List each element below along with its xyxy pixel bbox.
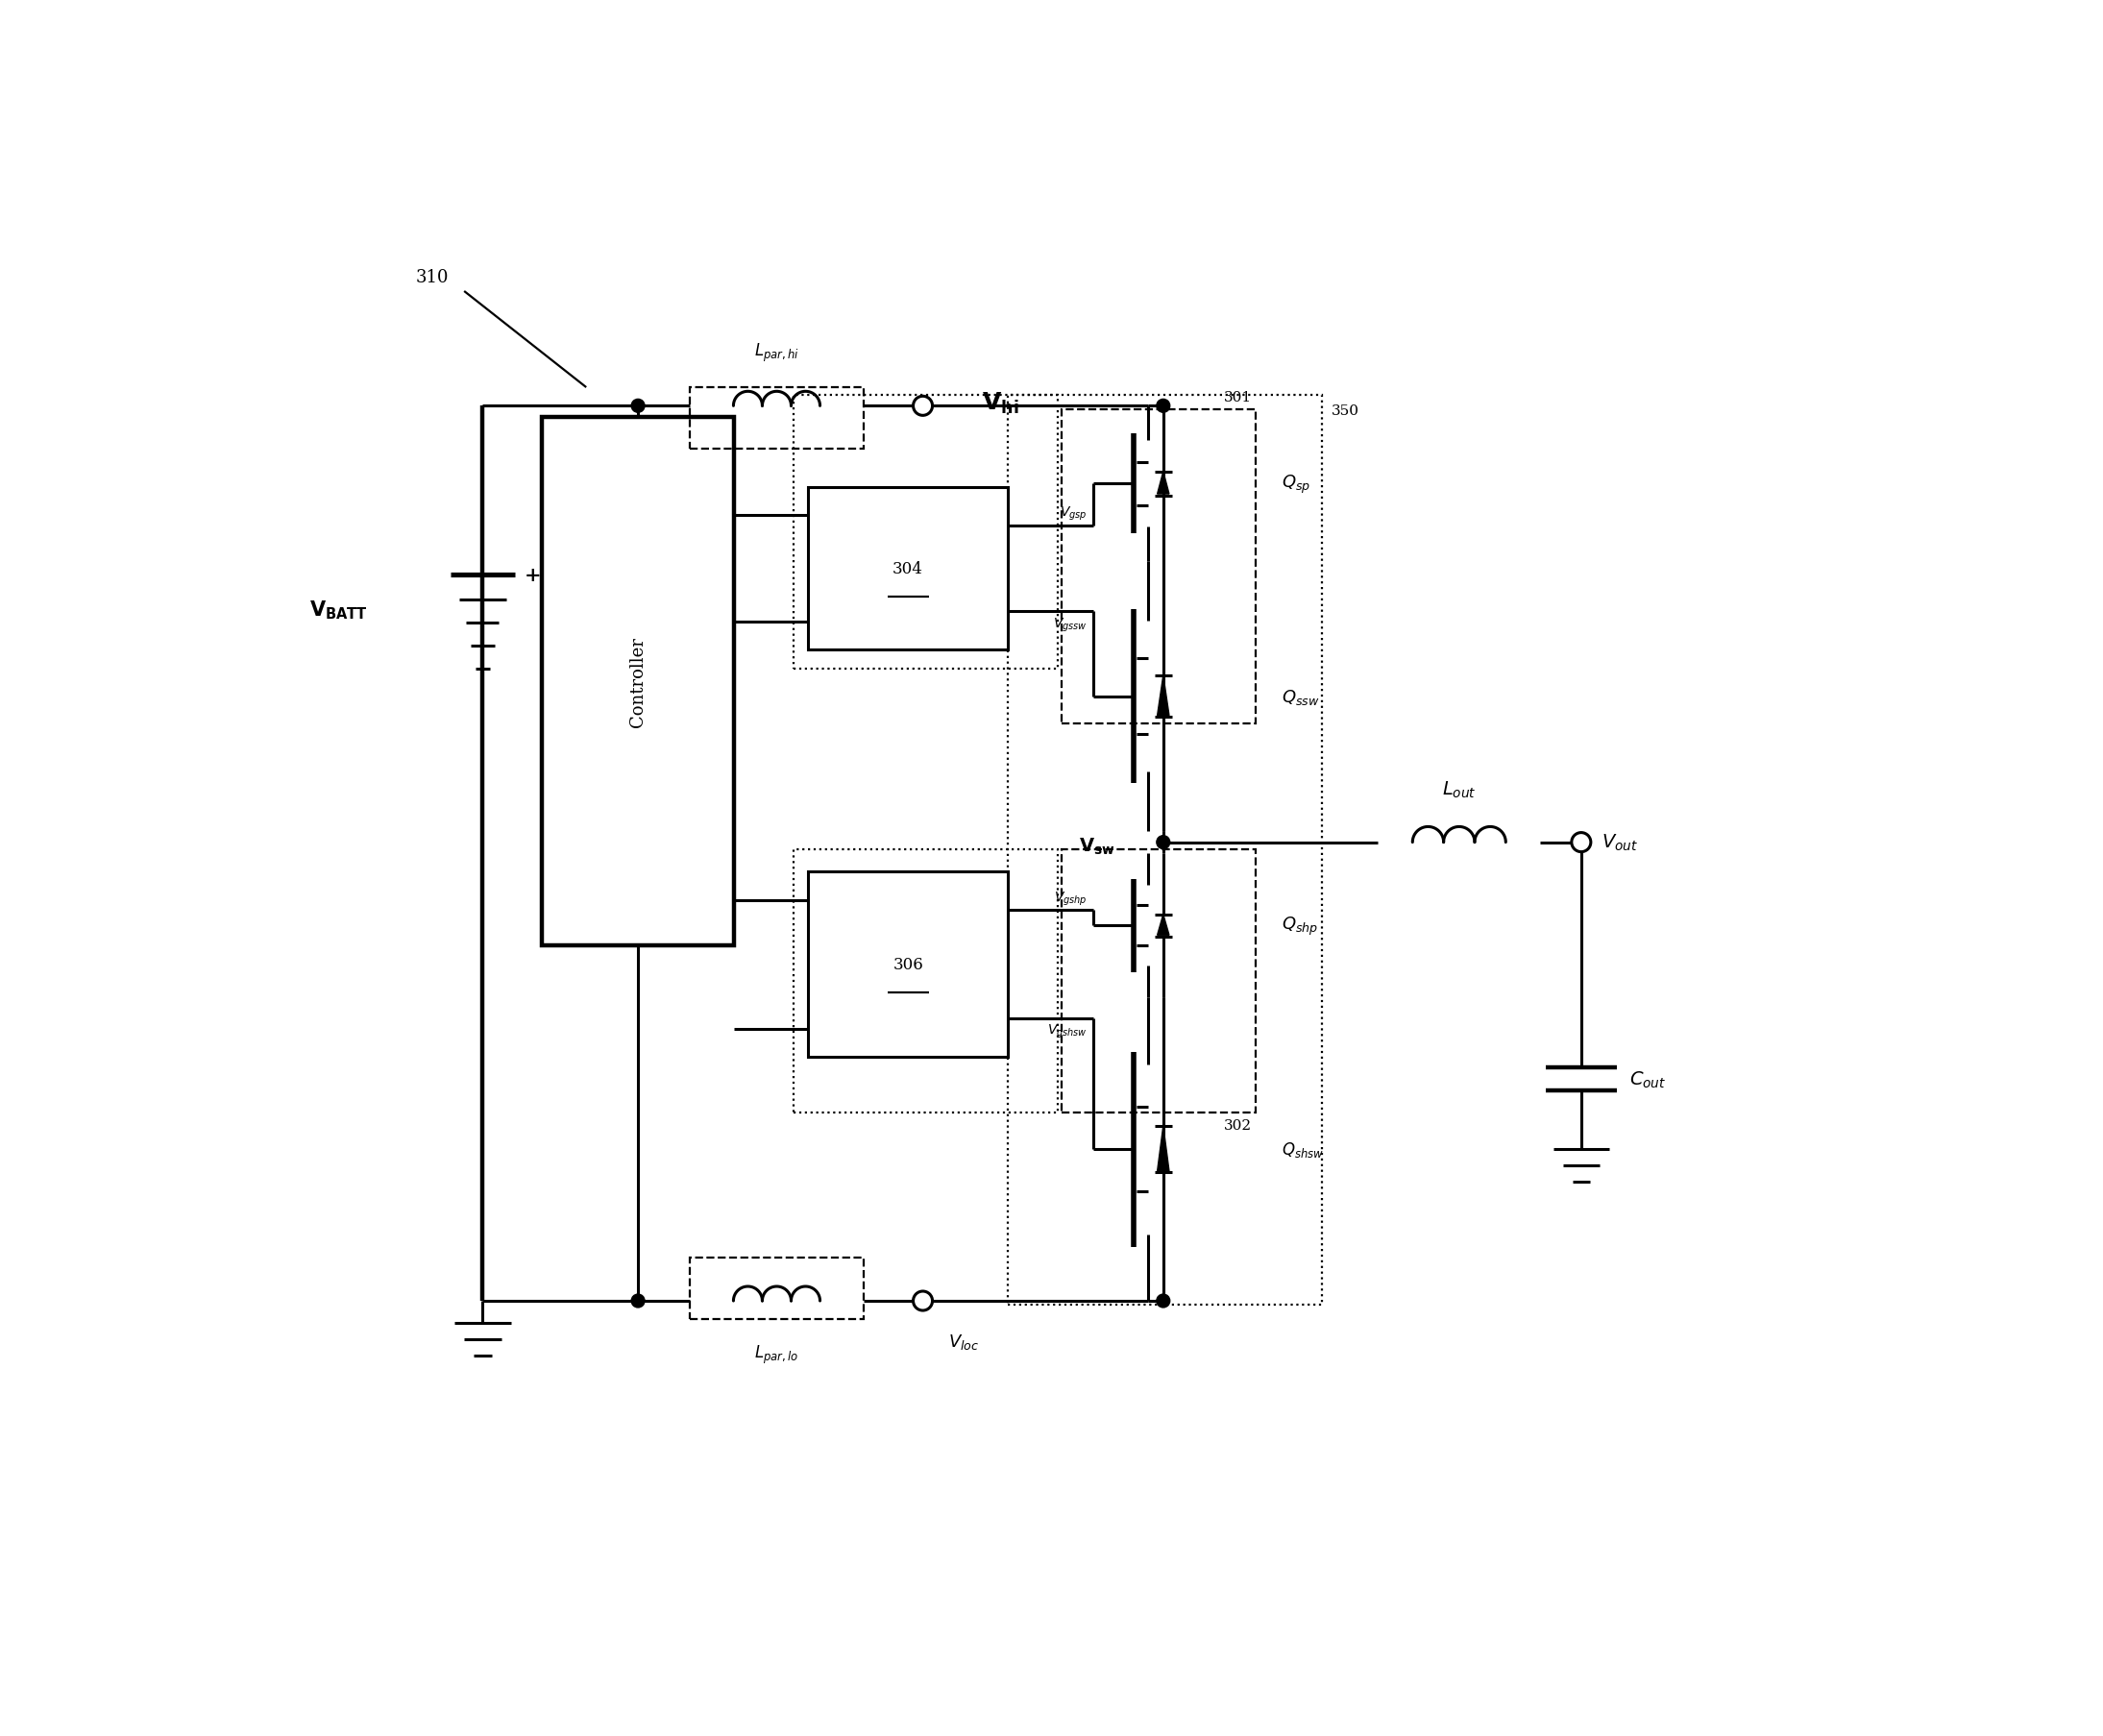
Text: 301: 301	[1224, 391, 1251, 404]
Text: $V_{gsp}$: $V_{gsp}$	[1060, 505, 1087, 523]
Circle shape	[913, 1292, 932, 1311]
Text: 306: 306	[894, 957, 923, 972]
Circle shape	[1157, 399, 1169, 413]
Text: $Q_{shsw}$: $Q_{shsw}$	[1281, 1141, 1325, 1160]
Bar	[543, 418, 734, 946]
Text: $V_{gshsw}$: $V_{gshsw}$	[1047, 1023, 1087, 1040]
Polygon shape	[1157, 472, 1169, 495]
Text: 310: 310	[416, 269, 450, 286]
Circle shape	[1571, 833, 1590, 852]
Text: 304: 304	[892, 561, 923, 578]
Bar	[690, 387, 864, 450]
Bar	[1062, 851, 1255, 1113]
Polygon shape	[1157, 675, 1169, 715]
Text: $L_{par,lo}$: $L_{par,lo}$	[755, 1344, 799, 1366]
Circle shape	[1157, 837, 1169, 849]
Bar	[793, 396, 1058, 668]
Text: 350: 350	[1331, 404, 1359, 418]
Bar	[1062, 410, 1255, 724]
Text: $L_{out}$: $L_{out}$	[1443, 779, 1476, 800]
Circle shape	[913, 398, 932, 417]
Text: 302: 302	[1224, 1118, 1251, 1132]
Text: $C_{out}$: $C_{out}$	[1630, 1069, 1666, 1090]
Text: $V_{gshp}$: $V_{gshp}$	[1054, 889, 1087, 906]
Bar	[1007, 396, 1323, 1305]
Text: $Q_{sp}$: $Q_{sp}$	[1281, 472, 1310, 495]
Bar	[808, 871, 1007, 1057]
Text: $V_{loc}$: $V_{loc}$	[948, 1332, 980, 1351]
Circle shape	[1157, 1295, 1169, 1307]
Bar	[690, 1259, 864, 1319]
Text: Controller: Controller	[629, 637, 646, 727]
Text: $V_{out}$: $V_{out}$	[1602, 833, 1638, 852]
Text: $\mathbf{V_{sw}}$: $\mathbf{V_{sw}}$	[1079, 837, 1115, 856]
Text: $Q_{ssw}$: $Q_{ssw}$	[1281, 687, 1321, 707]
Text: $L_{par,hi}$: $L_{par,hi}$	[755, 342, 799, 365]
Polygon shape	[1157, 1127, 1169, 1172]
Bar	[808, 488, 1007, 651]
Text: $\mathbf{V_{BATT}}$: $\mathbf{V_{BATT}}$	[309, 599, 368, 621]
Text: $V_{gssw}$: $V_{gssw}$	[1054, 616, 1087, 634]
Text: $Q_{shp}$: $Q_{shp}$	[1281, 915, 1319, 937]
Bar	[793, 851, 1058, 1113]
Text: $\mathbf{V_{hi}}$: $\mathbf{V_{hi}}$	[982, 391, 1020, 415]
Circle shape	[631, 399, 646, 413]
Text: +: +	[524, 566, 540, 585]
Polygon shape	[1157, 915, 1169, 936]
Circle shape	[631, 1295, 646, 1307]
